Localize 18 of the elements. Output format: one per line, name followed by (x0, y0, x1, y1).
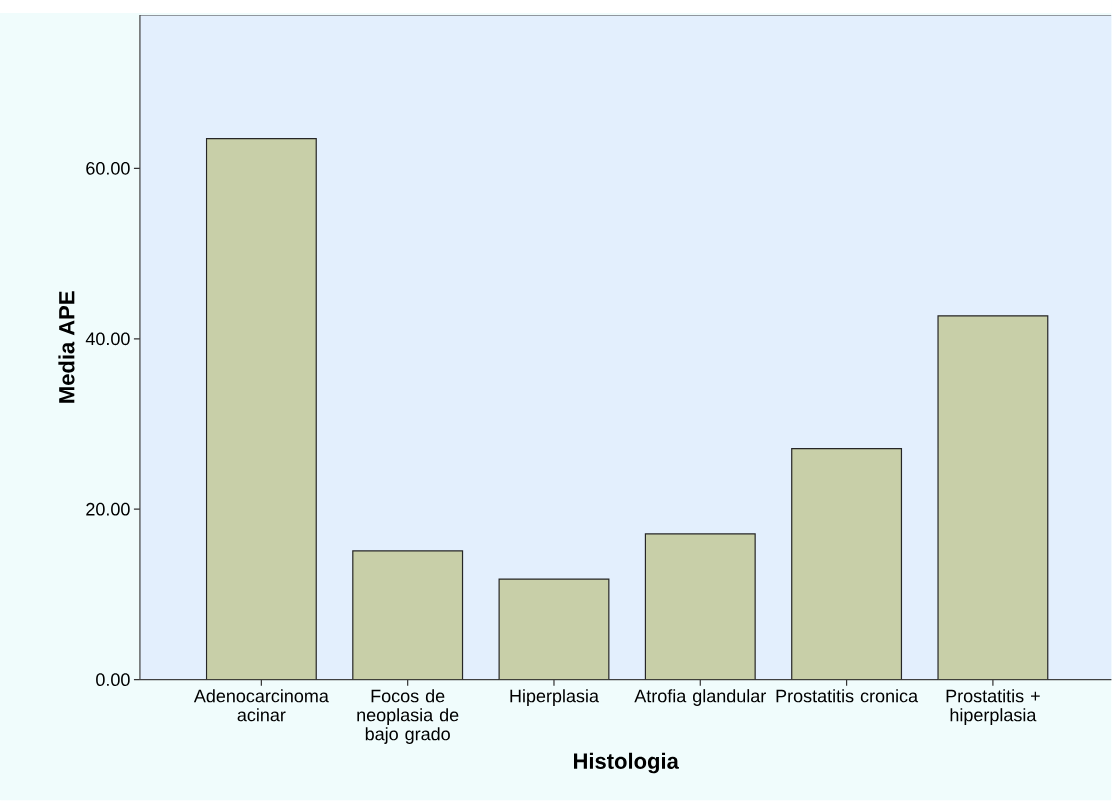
x-axis-title: Histologia (574, 752, 679, 774)
bar (791, 448, 903, 680)
y-axis-title: Media APE (58, 291, 75, 403)
x-tick-label: Prostatitis + hiperplasia (946, 689, 1040, 726)
y-tick-label: 20.00 (86, 503, 130, 516)
x-tick-label: Atrofia glandular (634, 689, 766, 707)
bar (352, 550, 464, 680)
bar (937, 315, 1049, 680)
x-tick-label: Hiperplasia (510, 689, 599, 707)
bar (205, 138, 317, 680)
bar (644, 533, 756, 680)
x-tick-label: Focos de neoplasia de bajo grado (357, 689, 459, 745)
y-tick-label: 0.00 (96, 673, 130, 687)
x-tick-label: Adenocarcinoma acinar (193, 689, 329, 722)
y-tick-label: 40.00 (85, 332, 130, 346)
x-tick-label: Prostatitis cronica (776, 689, 919, 703)
bar (498, 578, 610, 680)
y-tick-label: 60.00 (86, 162, 130, 175)
